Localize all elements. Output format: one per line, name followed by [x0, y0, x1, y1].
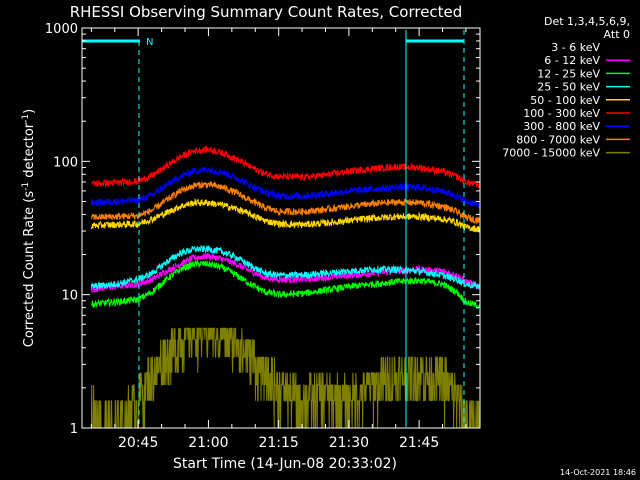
legend-entry-label: 6 - 12 keV [544, 54, 600, 67]
y-tick-label: 10 [61, 289, 78, 304]
legend-entry-label: 3 - 6 keV [551, 41, 600, 54]
x-tick-label: 21:45 [399, 435, 439, 451]
series-line [90, 166, 481, 209]
legend-entry-label: 50 - 100 keV [530, 94, 600, 107]
series-line [90, 145, 481, 189]
series-line [90, 327, 480, 429]
y-axis-label-main: Corrected Count Rate (s [22, 191, 37, 348]
plot-frame [81, 27, 481, 429]
overlay-layer: N [82, 30, 465, 427]
series-line [90, 244, 481, 290]
legend-header-line1: Det 1,3,4,5,6,9, [544, 15, 630, 28]
series-line [90, 272, 481, 350]
y-tick-label: 100 [53, 155, 78, 170]
y-axis-label: Corrected Count Rate (s-1 detector-1) [21, 109, 37, 347]
x-tick-label: 21:00 [188, 435, 228, 451]
x-axis: 20:45 21:00 21:15 21:30 21:45 [90, 28, 467, 451]
chart-title: RHESSI Observing Summary Count Rates, Co… [70, 3, 463, 21]
y-tick-label: 1 [70, 422, 78, 437]
legend-entry-label: 7000 - 15000 keV [502, 147, 600, 160]
legend-entry-label: 300 - 800 keV [523, 120, 600, 133]
night-flag-label: N [146, 37, 153, 48]
legend-entry-label: 12 - 25 keV [537, 67, 600, 80]
y-axis-label-end: ) [22, 109, 37, 114]
legend-entry-label: 25 - 50 keV [537, 81, 600, 94]
legend-entry-label: 800 - 7000 keV [516, 133, 600, 146]
y-axis-label-mid: detector [22, 122, 37, 182]
series-layer [90, 145, 481, 429]
series-line [91, 180, 481, 225]
timestamp-label: 14-Oct-2021 18:46 [560, 468, 636, 477]
y-axis-label-sup1: -1 [21, 182, 31, 191]
y-axis: 1 10 100 1000 [45, 22, 480, 437]
legend-entry-label: 100 - 300 keV [523, 107, 600, 120]
x-tick-label: 20:45 [118, 435, 158, 451]
y-tick-label: 1000 [45, 22, 78, 37]
series-line [90, 259, 481, 310]
x-axis-label: Start Time (14-Jun-08 20:33:02) [173, 456, 397, 472]
x-tick-label: 21:30 [329, 435, 369, 451]
series-line [90, 197, 481, 233]
legend-header-line2: Att 0 [604, 28, 630, 41]
x-tick-label: 21:15 [258, 435, 298, 451]
y-axis-label-sup2: -1 [21, 114, 31, 123]
